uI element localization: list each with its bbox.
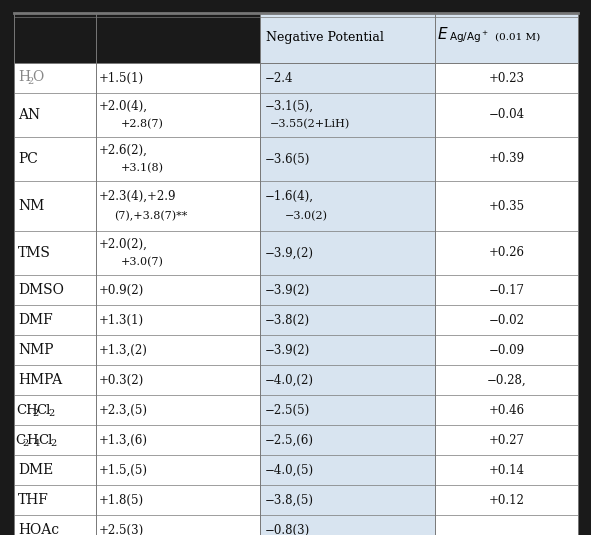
Text: 2: 2 [32,409,38,418]
Text: Cl: Cl [38,433,53,447]
Text: +0.35: +0.35 [488,200,525,212]
Text: −0.17: −0.17 [489,284,524,296]
Text: CH: CH [16,403,38,417]
Bar [14,13,260,63]
Text: DME: DME [18,463,53,477]
Text: +0.23: +0.23 [489,72,524,85]
Text: +1.8(5): +1.8(5) [99,493,144,507]
Text: +3.1(8): +3.1(8) [121,163,164,173]
Text: +2.8(7): +2.8(7) [121,119,164,129]
Text: −3.8,(5): −3.8,(5) [265,493,314,507]
Text: +0.9(2): +0.9(2) [99,284,144,296]
Text: Negative Potential: Negative Potential [266,30,384,43]
Text: +0.14: +0.14 [489,463,524,477]
Text: $\mathit{E}$: $\mathit{E}$ [437,26,449,42]
Text: −3.9(2): −3.9(2) [265,284,310,296]
Text: +0.12: +0.12 [489,493,524,507]
Text: −0.04: −0.04 [488,109,525,121]
Text: +2.0(4),: +2.0(4), [99,100,148,113]
Text: −3.0(2): −3.0(2) [285,211,328,221]
Text: (7),+3.8(7)**: (7),+3.8(7)** [114,211,187,221]
Text: THF: THF [18,493,49,507]
Text: +1.5(1): +1.5(1) [99,72,144,85]
Text: −0.8(3): −0.8(3) [265,524,310,535]
Text: DMF: DMF [18,313,53,327]
Text: −3.9,(2): −3.9,(2) [265,247,314,259]
Text: PC: PC [18,152,38,166]
Text: −4.0,(5): −4.0,(5) [265,463,314,477]
Text: H: H [18,70,30,84]
Text: −3.55(2+LiH): −3.55(2+LiH) [270,119,350,129]
Text: 2: 2 [50,439,56,448]
Bar [435,63,578,535]
Text: +0.26: +0.26 [489,247,524,259]
Text: 2: 2 [22,439,28,448]
Text: +0.46: +0.46 [488,403,525,417]
Text: −4.0,(2): −4.0,(2) [265,373,314,386]
Text: +1.5,(5): +1.5,(5) [99,463,148,477]
Text: AN: AN [18,108,40,122]
Text: NMP: NMP [18,343,54,357]
Text: +1.3,(2): +1.3,(2) [99,343,148,356]
Text: C: C [15,433,25,447]
Text: −2.4: −2.4 [265,72,294,85]
Text: +0.39: +0.39 [488,152,525,165]
Text: +2.6(2),: +2.6(2), [99,144,148,157]
Text: −3.9(2): −3.9(2) [265,343,310,356]
Text: −2.5(5): −2.5(5) [265,403,310,417]
Bar [14,63,260,535]
Text: −3.1(5),: −3.1(5), [265,100,314,113]
Text: (0.01 M): (0.01 M) [495,33,540,42]
Text: +2.3,(5): +2.3,(5) [99,403,148,417]
Text: −2.5,(6): −2.5,(6) [265,433,314,447]
Text: TMS: TMS [18,246,51,260]
Text: +1.3,(6): +1.3,(6) [99,433,148,447]
Text: −1.6(4),: −1.6(4), [265,189,314,203]
Text: HOAc: HOAc [18,523,59,535]
Text: +0.3(2): +0.3(2) [99,373,144,386]
Text: +2.0(2),: +2.0(2), [99,238,148,251]
Bar [260,13,578,63]
Text: +0.27: +0.27 [489,433,524,447]
Text: −3.6(5): −3.6(5) [265,152,310,165]
Text: +2.5(3): +2.5(3) [99,524,144,535]
Text: O: O [32,70,43,84]
Text: −3.8(2): −3.8(2) [265,314,310,326]
Text: 2: 2 [48,409,54,418]
Text: HMPA: HMPA [18,373,62,387]
Text: +1.3(1): +1.3(1) [99,314,144,326]
Text: H: H [26,433,38,447]
Text: +3.0(7): +3.0(7) [121,257,164,267]
Text: Cl: Cl [36,403,50,417]
Text: −0.09: −0.09 [488,343,525,356]
Bar [260,63,435,535]
Text: DMSO: DMSO [18,283,64,297]
Text: +2.3(4),+2.9: +2.3(4),+2.9 [99,189,177,203]
Text: $\mathrm{Ag/Ag^+}$: $\mathrm{Ag/Ag^+}$ [449,29,489,44]
Text: NM: NM [18,199,44,213]
Text: −0.02: −0.02 [489,314,524,326]
Text: 4: 4 [34,439,40,448]
Text: −0.28,: −0.28, [486,373,527,386]
Text: 2: 2 [27,77,33,86]
